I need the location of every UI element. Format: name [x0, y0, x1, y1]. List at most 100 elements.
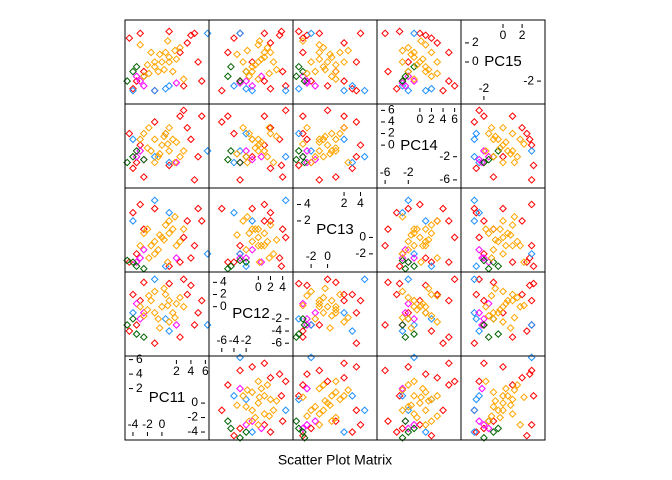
- point: [230, 208, 238, 217]
- point: [154, 67, 163, 76]
- point: [319, 381, 328, 389]
- point: [398, 212, 407, 221]
- point: [527, 353, 536, 362]
- point: [190, 321, 199, 329]
- point: [499, 406, 507, 415]
- point: [410, 391, 418, 400]
- tick-label: 2: [304, 213, 311, 227]
- point: [433, 254, 442, 262]
- point: [155, 50, 164, 59]
- point: [360, 86, 369, 95]
- point: [421, 217, 430, 225]
- point: [439, 406, 447, 415]
- point: [392, 84, 401, 93]
- point: [470, 204, 479, 213]
- point: [499, 204, 507, 213]
- point: [331, 377, 340, 386]
- point: [487, 254, 496, 262]
- point: [179, 275, 188, 284]
- point: [125, 327, 134, 335]
- point: [263, 43, 272, 52]
- point: [129, 217, 137, 225]
- tick-label: -2: [479, 81, 490, 95]
- point: [326, 401, 334, 410]
- point: [307, 406, 316, 415]
- point: [242, 245, 251, 254]
- point: [340, 112, 348, 121]
- point: [398, 406, 407, 415]
- point: [516, 302, 525, 311]
- point: [444, 48, 453, 57]
- point: [242, 77, 251, 85]
- tick-label: 4: [188, 364, 195, 378]
- point: [303, 69, 311, 78]
- point: [144, 69, 153, 78]
- panel-border: [460, 19, 546, 105]
- tick-label: 4: [388, 114, 395, 128]
- point: [323, 302, 332, 311]
- point: [494, 237, 503, 246]
- tick-label: 6: [202, 364, 209, 378]
- point: [311, 155, 320, 164]
- point: [183, 39, 192, 47]
- point: [254, 399, 263, 407]
- tick-label: -6: [271, 335, 282, 349]
- point: [136, 314, 145, 323]
- point: [307, 29, 316, 38]
- point: [179, 147, 188, 155]
- point: [352, 118, 361, 126]
- point: [260, 112, 269, 121]
- point: [470, 152, 479, 161]
- point: [518, 217, 526, 225]
- point: [300, 158, 309, 167]
- point: [421, 308, 430, 317]
- point: [307, 353, 316, 362]
- point: [508, 147, 517, 155]
- point: [472, 262, 481, 271]
- point: [404, 204, 413, 213]
- point: [236, 256, 244, 265]
- point: [172, 321, 181, 329]
- point: [139, 245, 148, 254]
- point: [315, 175, 324, 184]
- point: [404, 67, 413, 76]
- point: [272, 65, 281, 74]
- tick-label: 2: [220, 287, 227, 301]
- point: [427, 314, 436, 323]
- point: [470, 406, 479, 415]
- point: [352, 406, 361, 415]
- tick-label: 2: [519, 28, 526, 42]
- point: [410, 254, 418, 262]
- point: [496, 413, 505, 422]
- point: [311, 152, 320, 161]
- point: [344, 386, 353, 394]
- point: [150, 118, 159, 126]
- point: [508, 296, 517, 305]
- point: [472, 314, 481, 323]
- point: [340, 391, 348, 400]
- point: [433, 391, 442, 400]
- point: [129, 86, 137, 95]
- point: [487, 123, 496, 132]
- point: [163, 301, 172, 310]
- point: [254, 233, 263, 242]
- point: [348, 164, 357, 173]
- tick-label: -2: [306, 249, 317, 263]
- point: [527, 241, 536, 250]
- point: [336, 129, 344, 138]
- point: [336, 290, 344, 299]
- tick-label: 4: [440, 112, 447, 126]
- point: [230, 258, 238, 267]
- point: [321, 132, 330, 141]
- point: [139, 278, 148, 287]
- point: [427, 48, 436, 57]
- point: [529, 262, 538, 271]
- point: [404, 86, 413, 95]
- point: [236, 158, 244, 167]
- point: [165, 208, 174, 217]
- point: [427, 221, 436, 229]
- point: [300, 433, 309, 442]
- point: [260, 217, 269, 225]
- point: [254, 75, 263, 84]
- point: [489, 152, 498, 161]
